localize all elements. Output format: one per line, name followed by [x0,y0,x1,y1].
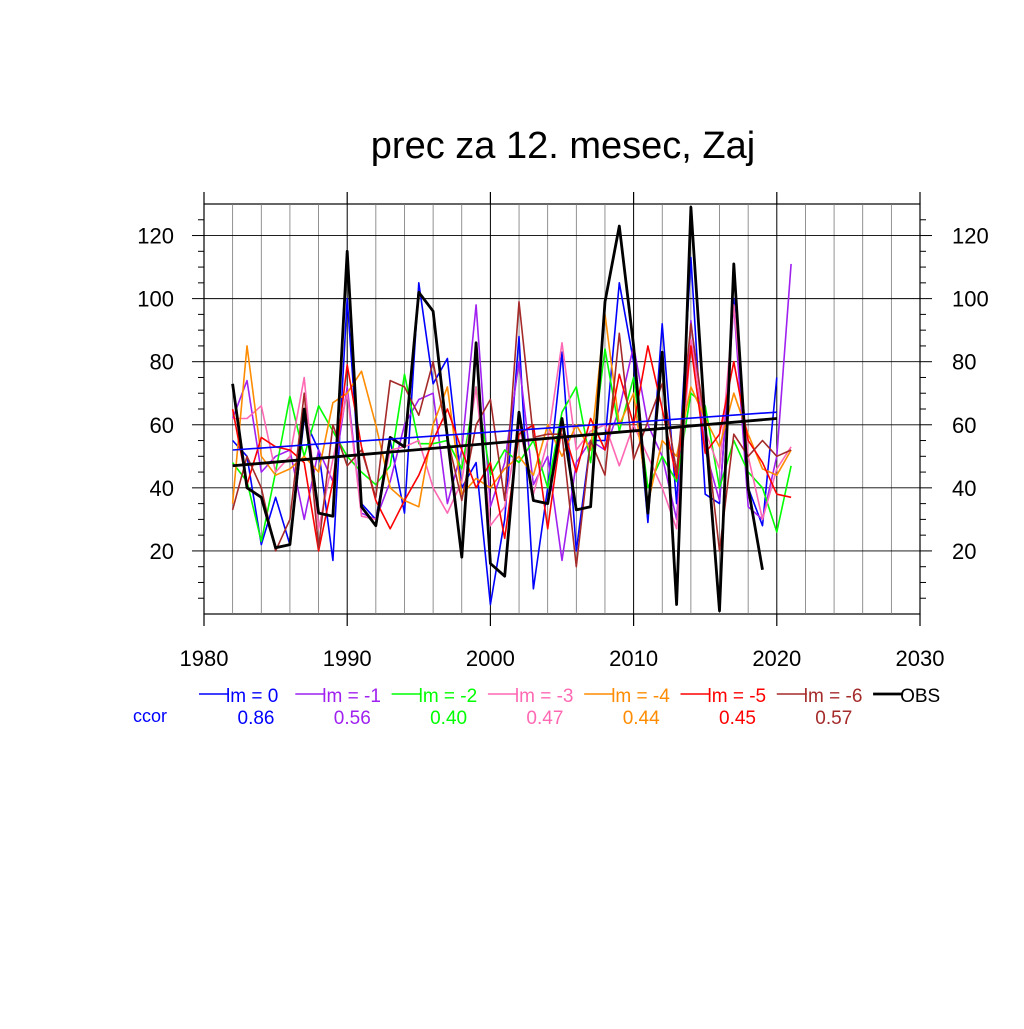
chart-title: prec za 12. mesec, Zaj [371,125,755,167]
ccor-value-5: 0.45 [719,708,756,729]
series-line-3 [232,304,792,530]
y-tick-label: 20 [150,539,174,564]
y-tick-label: 100 [137,287,174,312]
ccor-value-3: 0.47 [526,708,563,729]
plot-frame [203,203,921,615]
y-tick-label: 60 [150,413,174,438]
series-lines [231,205,792,613]
legend-label-1: lm = -1 [322,686,381,707]
y-tick-label: 120 [137,224,174,249]
y-tick-label-right: 80 [952,350,976,375]
ccor-value-1: 0.56 [334,708,371,729]
legend-label-5: lm = -5 [708,686,767,707]
series-line-6 [231,300,792,568]
y-tick-label-right: 60 [952,413,976,438]
x-tick-label: 2000 [466,646,515,671]
legend-label-6: lm = -6 [804,686,863,707]
ccor-label: ccor [133,706,167,726]
grid [204,204,920,614]
trend-line-0 [232,411,777,451]
x-tick-label: 1990 [323,646,372,671]
legend-label-4: lm = -4 [611,686,670,707]
ccor-value-6: 0.57 [815,708,852,729]
y-tick-label: 80 [150,350,174,375]
series-line-7 [231,205,764,613]
x-tick-label: 2010 [609,646,658,671]
x-tick-label: 2030 [896,646,945,671]
y-tick-label-right: 120 [952,224,989,249]
legend-label-2: lm = -2 [419,686,478,707]
x-tick-label: 1980 [180,646,229,671]
y-tick-label-right: 100 [952,287,989,312]
ccor-value-4: 0.44 [623,708,660,729]
y-tick-label-right: 40 [952,476,976,501]
ccor-value-2: 0.40 [430,708,467,729]
y-tick-label: 40 [150,476,174,501]
y-tick-label-right: 20 [952,539,976,564]
ccor-value-0: 0.86 [238,708,275,729]
legend-label-0: lm = 0 [226,686,278,707]
legend-label-7: OBS [900,686,940,707]
x-tick-label: 2020 [752,646,801,671]
trend-line-1 [232,417,777,468]
legend-label-3: lm = -3 [515,686,574,707]
